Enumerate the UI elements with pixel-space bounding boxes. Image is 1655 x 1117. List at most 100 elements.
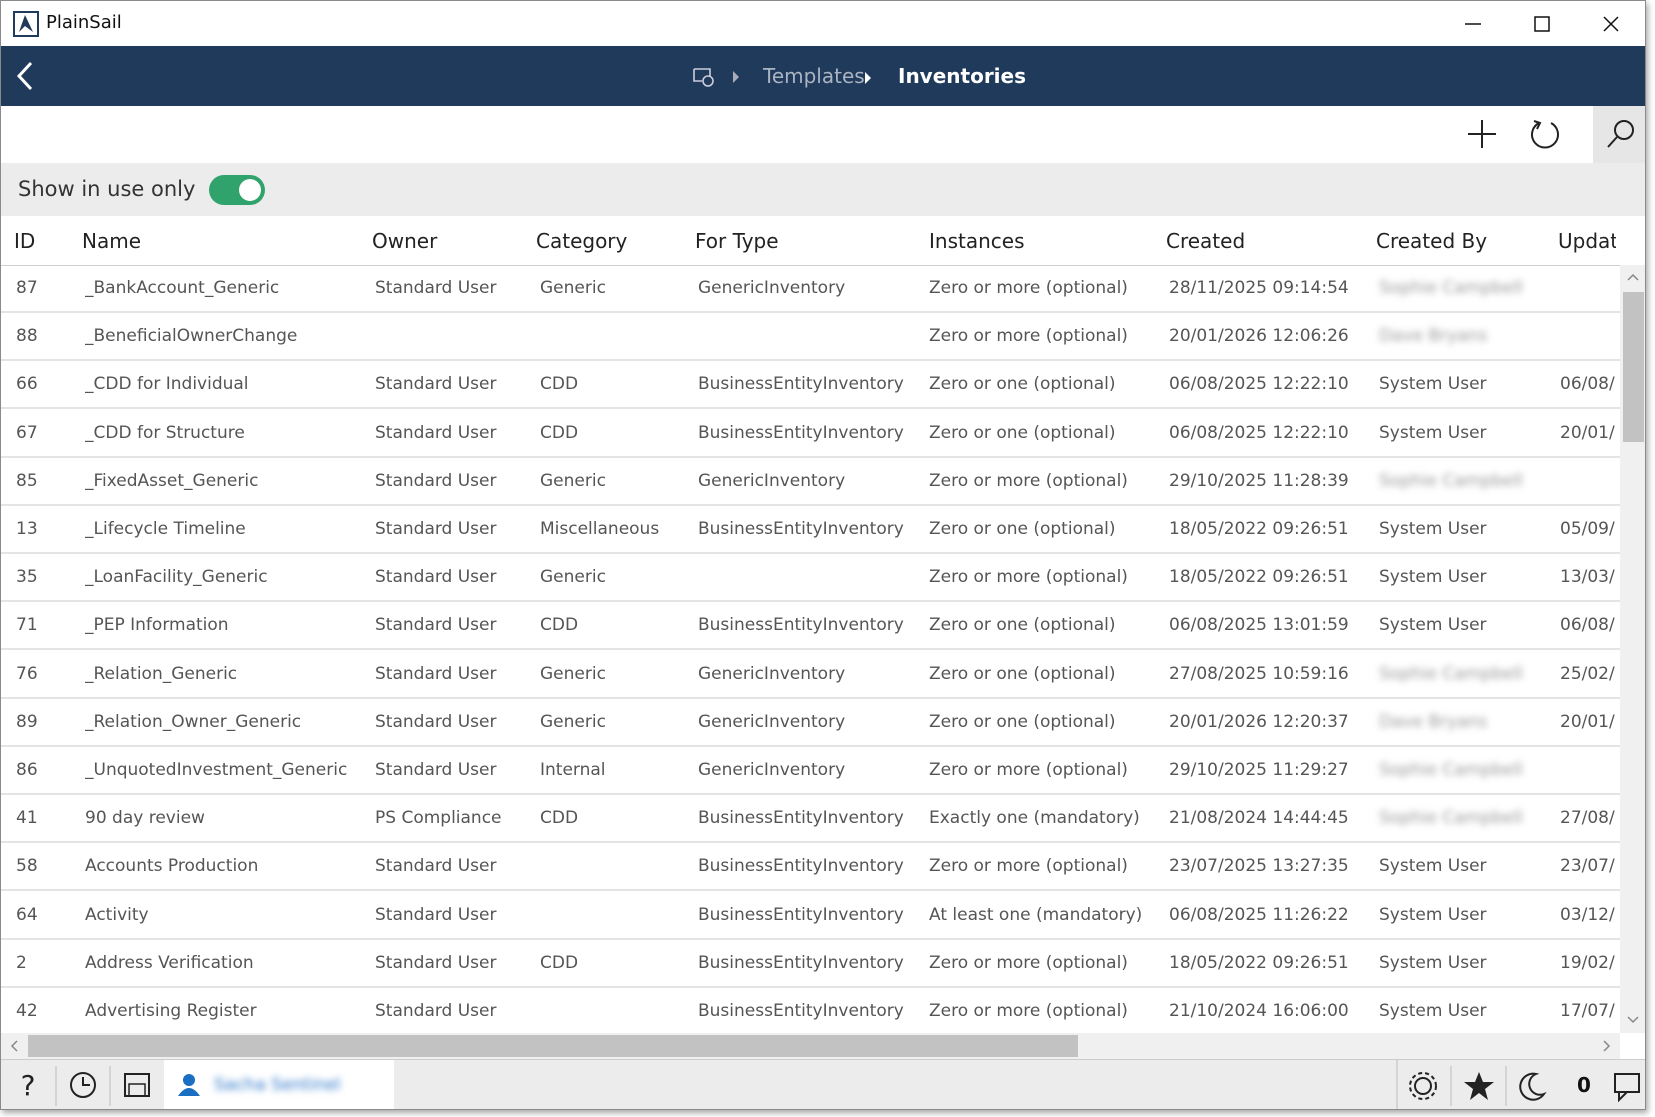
horizontal-scrollbar[interactable] <box>1 1033 1620 1059</box>
table-cell: Zero or one (optional) <box>929 519 1116 539</box>
table-cell: Standard User <box>375 904 497 925</box>
table-cell: BusinessEntityInventory <box>698 808 904 829</box>
table-row[interactable]: 76 _Relation_Generic Standard User Generic G… <box>1 651 1620 699</box>
table-row[interactable]: 67 _CDD for Structure Standard User CDD Busi… <box>1 410 1620 458</box>
table-cell: 29/10/2025 11:28:39 <box>1169 470 1349 491</box>
table-cell: 35 <box>16 567 38 588</box>
table-cell: Zero or more (optional) <box>929 567 1128 588</box>
table-cell: Standard User <box>375 278 497 298</box>
column-header: Created By <box>1376 229 1488 253</box>
table-cell: Standard User <box>375 470 497 491</box>
column-header: Created <box>1166 229 1246 253</box>
table-cell: Zero or more (optional) <box>929 1001 1128 1021</box>
table-cell: 87 <box>16 278 38 298</box>
toggle-switch[interactable] <box>208 174 266 206</box>
table-row[interactable]: 13 _Lifecycle Timeline Standard User Miscel… <box>1 506 1620 554</box>
breadcrumb-link[interactable]: Templates <box>763 64 865 88</box>
search-button[interactable] <box>1593 106 1645 163</box>
table-cell: BusinessEntityInventory <box>698 422 904 443</box>
table-cell: 06/08/2 <box>1560 374 1616 395</box>
table-row[interactable]: 87 _BankAccount_Generic Standard User Gener… <box>1 265 1620 313</box>
table-row[interactable]: 86 _UnquotedInvestment_Generic Standard Us… <box>1 747 1620 795</box>
table-row[interactable]: 35 _LoanFacility_Generic Standard User Gene… <box>1 554 1620 603</box>
back-button[interactable] <box>13 60 37 92</box>
svg-text:?: ? <box>21 1069 36 1102</box>
blurred-user: Sophie Campbell <box>1379 808 1523 829</box>
status-bar: ? Sacha Sentinel 0 <box>1 1059 1646 1110</box>
table-row[interactable]: 71 _PEP Information Standard User CDD Busine… <box>1 602 1620 651</box>
table-cell: Internal <box>540 760 606 780</box>
table-cell: System User <box>1379 374 1487 395</box>
table-cell: Accounts Production <box>85 856 259 877</box>
table-cell: Standard User <box>375 760 497 780</box>
table-cell: CDD <box>540 374 579 395</box>
table-cell: BusinessEntityInventory <box>698 856 904 877</box>
title-bar: PlainSail <box>1 1 1645 46</box>
footer-right-icons[interactable] <box>1396 1060 1646 1110</box>
breadcrumb-home[interactable] <box>691 64 751 90</box>
table-cell: Generic <box>540 663 606 684</box>
table-cell: Standard User <box>375 615 497 636</box>
refresh-button[interactable] <box>1529 118 1561 150</box>
table-row[interactable]: 58 Accounts Production Standard User Busine… <box>1 843 1620 892</box>
table-cell: 23/07/2025 13:27:35 <box>1169 856 1349 877</box>
table-cell: 2 <box>16 952 27 973</box>
add-button[interactable] <box>1466 118 1498 150</box>
table-row[interactable]: 88 _BeneficialOwnerChange Zero or more (op… <box>1 313 1620 362</box>
user-area[interactable]: Sacha Sentinel <box>164 1060 394 1109</box>
column-header: Updated <box>1558 229 1616 253</box>
footer-left-icons[interactable]: ? <box>1 1060 166 1110</box>
table-header: ID Name Owner Category For Type Instances Crea… <box>1 216 1620 266</box>
table-cell: 03/12/2 <box>1560 904 1616 925</box>
table-row[interactable]: 64 Activity Standard User BusinessEntityInv… <box>1 892 1620 940</box>
vertical-scrollbar[interactable] <box>1620 265 1645 1033</box>
table-row[interactable]: 66 _CDD for Individual Standard User CDD Bus… <box>1 361 1620 410</box>
table-cell: 90 day review <box>85 808 205 829</box>
notification-count: 0 <box>1577 1073 1591 1097</box>
table-cell: 06/08/2025 11:26:22 <box>1169 904 1349 925</box>
blurred-user: Sophie Campbell <box>1379 470 1523 491</box>
table-cell: GenericInventory <box>698 711 846 732</box>
table-cell: 71 <box>16 615 38 636</box>
app-icon <box>13 11 39 37</box>
table-cell: 17/07/2 <box>1560 1001 1616 1021</box>
table-cell: Standard User <box>375 711 497 732</box>
table-cell: Generic <box>540 470 606 491</box>
table-cell: Standard User <box>375 663 497 684</box>
table-cell: CDD <box>540 952 579 973</box>
table-row[interactable]: 41 90 day review PS Compliance CDD BusinessE… <box>1 795 1620 844</box>
table-cell: Standard User <box>375 374 497 395</box>
table-row[interactable]: 2 Address Verification Standard User CDD Bus… <box>1 940 1620 988</box>
table-cell: System User <box>1379 615 1487 636</box>
table-cell: _Relation_Generic <box>85 663 238 684</box>
table-row[interactable]: 42 Advertising Register Standard User Busin… <box>1 988 1620 1033</box>
table-cell: Zero or one (optional) <box>929 374 1116 395</box>
table-cell: Standard User <box>375 1001 497 1021</box>
table-cell: 27/08/2025 10:59:16 <box>1169 663 1349 684</box>
table-cell: BusinessEntityInventory <box>698 952 904 973</box>
table-cell: _LoanFacility_Generic <box>85 567 268 588</box>
table-cell: 23/07/2 <box>1560 856 1616 877</box>
table-cell: System User <box>1379 952 1487 973</box>
table-cell: Standard User <box>375 952 497 973</box>
user-name: Sacha Sentinel <box>214 1075 341 1095</box>
table-cell: Advertising Register <box>85 1001 257 1021</box>
table-cell: 66 <box>16 374 38 395</box>
table-cell: 18/05/2022 09:26:51 <box>1169 952 1349 973</box>
window-controls[interactable] <box>1451 9 1641 39</box>
table-cell: 25/02/2 <box>1560 663 1616 684</box>
toggle-label: Show in use only <box>18 177 196 201</box>
table-row[interactable]: 85 _FixedAsset_Generic Standard User Generi… <box>1 458 1620 506</box>
blurred-user: Sophie Campbell <box>1379 278 1523 298</box>
toolbar <box>1 106 1645 164</box>
table-cell: Zero or one (optional) <box>929 422 1116 443</box>
table-cell: Generic <box>540 278 606 298</box>
table-row[interactable]: 89 _Relation_Owner_Generic Standard User Ge… <box>1 699 1620 747</box>
table-cell: CDD <box>540 808 579 829</box>
table-cell: Address Verification <box>85 952 254 973</box>
table-cell: 28/11/2025 09:14:54 <box>1169 278 1349 298</box>
table-cell: 21/10/2024 16:06:00 <box>1169 1001 1349 1021</box>
breadcrumb-current: Inventories <box>898 64 1027 88</box>
table-cell: 21/08/2024 14:44:45 <box>1169 808 1349 829</box>
table-cell: 27/08/2 <box>1560 808 1616 829</box>
